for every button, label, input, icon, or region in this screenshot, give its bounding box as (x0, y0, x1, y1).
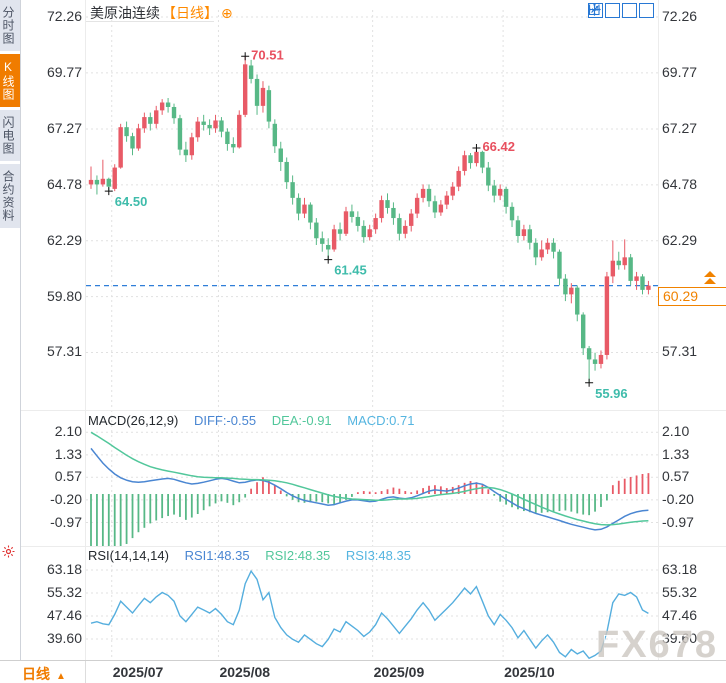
svg-text:66.42: 66.42 (482, 139, 515, 154)
y-axis-label: 64.78 (46, 175, 82, 192)
svg-text:70.51: 70.51 (251, 47, 284, 62)
y-axis-label: 69.77 (46, 63, 82, 80)
title-underline (86, 21, 214, 22)
y-axis-label: 1.33 (662, 445, 690, 462)
y-axis-label: 57.31 (662, 343, 698, 360)
y-axis-label: 39.60 (662, 629, 698, 646)
x-axis-label: 2025/10 (504, 664, 555, 680)
x-axis-label: 2025/09 (373, 664, 425, 680)
sidebar-tab-kline-chart[interactable]: K线图 (0, 54, 20, 107)
macd-diff-line (90, 447, 649, 531)
chart-toolbar (588, 3, 654, 18)
macd-dea-value: DEA:-0.91 (271, 413, 332, 428)
candlestick-series (88, 56, 651, 383)
y-axis-label: 72.26 (662, 8, 698, 24)
y-axis-label: 67.27 (662, 119, 698, 136)
price-annotations: 64.50 70.51 61.45 66.42 55.96 (104, 47, 628, 401)
macd-header: MACD(26,12,9) DIFF:-0.55 DEA:-0.91 MACD:… (88, 413, 427, 428)
sidebar: 分时图 K线图 闪电图 合约资料 (0, 0, 20, 231)
y-axis-label: 39.60 (46, 629, 82, 646)
period-selector-label: 日线 (22, 666, 50, 682)
rsi-line (90, 569, 649, 660)
dropdown-up-icon: ▲ (56, 671, 66, 682)
gridlines (86, 10, 658, 660)
macd-macd-value: MACD:0.71 (347, 413, 415, 428)
x-axis-label: 2025/07 (112, 664, 164, 680)
rsi3-value: RSI3:48.35 (345, 548, 411, 563)
rsi-params: RSI(14,14,14) (88, 548, 169, 563)
sidebar-divider (20, 0, 21, 683)
y-axis-label: 55.32 (46, 583, 82, 600)
y-axis-label: -0.97 (50, 513, 82, 530)
plot-right-border (658, 0, 659, 660)
x-axis-bar: 日线 ▲ 2025/07 2025/08 2025/09 2025/10 (0, 660, 726, 683)
y-axis-label: 2.10 (662, 423, 690, 440)
y-axis-label: 1.33 (54, 445, 82, 462)
y-axis-label: -0.20 (50, 490, 82, 507)
macd-dea-line (90, 431, 649, 526)
add-indicator-icon[interactable]: ⊕ (221, 5, 233, 21)
macd-diff-value: DIFF:-0.55 (193, 413, 257, 428)
y-axis-label: 2.10 (54, 423, 82, 440)
y-axis-label: 63.18 (46, 561, 82, 577)
y-axis-label: 63.18 (662, 561, 698, 577)
period-selector[interactable]: 日线 ▲ (22, 664, 66, 683)
y-axis-label: 67.27 (46, 119, 82, 136)
y-axis-label: 64.78 (662, 175, 698, 192)
rsi1-value: RSI1:48.35 (184, 548, 250, 563)
zoom-range-icon[interactable] (588, 3, 620, 18)
svg-text:61.45: 61.45 (334, 263, 367, 278)
sidebar-tab-lightning-chart[interactable]: 闪电图 (0, 110, 20, 161)
price-up-marker-icon (704, 271, 716, 285)
last-price-box: 60.29 (658, 287, 726, 306)
y-axis-label: 55.32 (662, 583, 698, 600)
plot-left-border (85, 0, 86, 660)
y-axis-label: -0.20 (662, 490, 694, 507)
y-axis-label: -0.97 (662, 513, 694, 530)
y-axis-label: 62.29 (46, 231, 82, 248)
y-axis-label: 0.57 (54, 468, 82, 485)
y-axis-label: 59.80 (46, 287, 82, 304)
period-tag: 【日线】 (162, 5, 218, 21)
macd-histogram (90, 473, 650, 546)
y-axis-label: 47.46 (662, 606, 698, 623)
y-axis-label: 69.77 (662, 63, 698, 80)
bottom-bar-divider (85, 661, 86, 683)
sidebar-tab-time-chart[interactable]: 分时图 (0, 0, 20, 51)
y-axis-label: 0.57 (662, 468, 690, 485)
x-axis-label: 2025/08 (219, 664, 271, 680)
macd-rsi-divider (21, 546, 726, 547)
page-forward-icon[interactable] (589, 3, 654, 18)
y-axis-label: 62.29 (662, 231, 698, 248)
y-axis-label: 72.26 (46, 8, 82, 24)
y-axis-label: 57.31 (46, 343, 82, 360)
sidebar-tab-contract-info[interactable]: 合约资料 (0, 164, 20, 228)
chart-title: 美原油连续 【日线】 ⊕ (90, 3, 233, 23)
watermark: FX678 (596, 624, 718, 666)
macd-params: MACD(26,12,9) (88, 413, 179, 428)
svg-text:64.50: 64.50 (115, 194, 148, 209)
rsi-header: RSI(14,14,14) RSI1:48.35 RSI2:48.35 RSI3… (88, 548, 423, 563)
rsi2-value: RSI2:48.35 (265, 548, 331, 563)
main-macd-divider (21, 410, 726, 411)
symbol-name: 美原油连续 (90, 5, 160, 21)
y-axis-label: 47.46 (46, 606, 82, 623)
svg-text:55.96: 55.96 (595, 386, 628, 401)
zoom-scale-icon[interactable] (588, 3, 637, 18)
